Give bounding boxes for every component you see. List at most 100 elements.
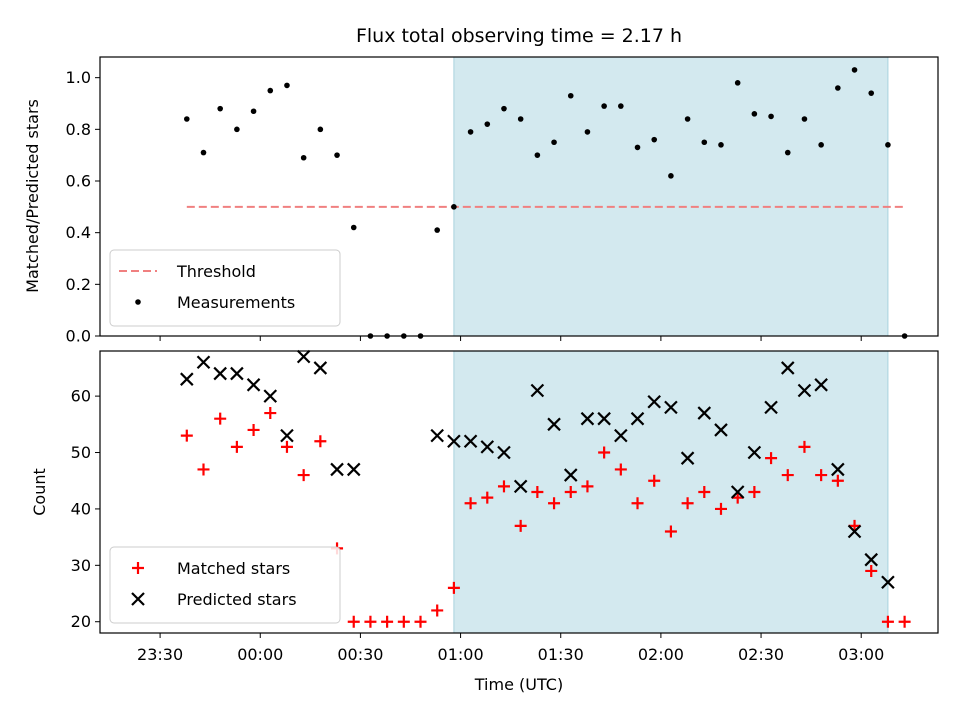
series-0-point [634,144,641,151]
series-0-point [701,139,708,146]
series-0-point [584,129,591,135]
series-0-point [217,105,223,112]
series-0-point [280,440,293,453]
series-1-point [797,383,812,398]
series-0-point [881,615,894,628]
series-1-point [530,383,545,398]
series-0-point [534,152,541,158]
legend-box [109,546,341,624]
series-0-point [501,105,507,112]
series-1-point [680,451,695,465]
y-tick-label: 0.8 [66,120,91,139]
series-0-point [765,452,778,465]
series-0-point [818,142,824,148]
y-tick-label: 40 [71,499,91,518]
series-0-point [317,126,324,133]
series-0-point [548,497,561,510]
series-0-point [851,67,858,73]
series-1-point [764,400,778,415]
series-1-point [513,479,528,494]
series-0-point [484,121,491,127]
series-0-point [618,103,624,109]
series-0-point [648,474,661,487]
series-0-point [714,502,727,515]
chart-title: Flux total observing time = 2.17 h [356,25,682,47]
x-tick-label: 01:30 [538,645,584,664]
series-1-point [597,411,611,426]
series-0-point [517,116,524,122]
series-0-point [664,525,677,538]
x-tick-label: 01:00 [438,645,484,664]
series-1-point [480,440,495,454]
series-0-point [598,446,611,459]
series-1-point [430,428,444,443]
legend-label: Predicted stars [177,590,297,609]
series-1-point [296,349,311,364]
series-0-point [397,615,410,628]
series-0-point [801,116,808,122]
series-1-point [263,389,278,403]
series-1-point [313,361,328,375]
series-0-point [831,474,844,487]
x-axis-label: Time (UTC) [474,675,563,694]
series-0-point [567,92,574,99]
series-0-point [184,116,190,122]
series-1-point [664,400,678,415]
y-tick-label: 0.2 [66,275,91,294]
y-tick-label: 0.6 [66,172,91,191]
series-1-point [831,462,845,477]
series-0-point [200,149,207,156]
series-0-point [364,615,377,628]
series-1-point [330,462,344,477]
series-0-point [885,142,891,148]
series-0-point [898,615,911,628]
bottom-panel: 20 30 40 50 60 23:30 00:00 00:30 01:00 01:30 02:00… [71,349,939,664]
series-1-point [463,434,478,449]
series-1-point [714,423,728,437]
y-tick-label: 0.0 [66,327,91,346]
series-0-point [698,486,711,498]
series-0-point [868,90,875,96]
series-1-point [230,366,244,381]
series-0-point [334,152,340,158]
series-1-point [697,406,712,420]
y-tick-label: 30 [71,556,91,575]
series-0-point [848,519,861,532]
legend-box [109,249,341,327]
series-1-point [847,524,862,539]
series-1-point [881,575,895,590]
series-1-point [447,434,461,449]
series-0-point [684,116,691,122]
x-tick-label: 00:00 [237,645,283,664]
series-0-point [815,469,828,482]
series-1-point [780,361,795,375]
series-1-point [814,378,828,392]
series-1-point [213,366,227,381]
series-0-point [835,85,841,91]
legend-marker [131,592,145,606]
series-1-point [747,445,762,460]
top-panel: 0.0 0.2 0.4 0.6 0.8 1.0 Threshold Measurements [66,56,939,346]
x-tick-label: 23:30 [137,645,183,664]
series-0-point [564,486,577,498]
series-0-point [531,486,544,498]
series-0-point [431,604,444,617]
series-0-point [267,87,274,94]
series-1-point [547,417,561,432]
series-0-point [865,564,878,577]
legend: Threshold Measurements [109,249,341,327]
x-tick-label: 03:00 [838,645,884,664]
series-0-point [751,111,758,117]
series-1-point [614,428,628,443]
series-0-point [350,224,357,231]
legend-marker [132,562,144,574]
legend: Matched stars Predicted stars [109,546,341,624]
series-0-point [197,463,210,476]
series-0-point [464,497,477,510]
y-tick-label: 20 [71,612,91,631]
series-0-point [381,615,394,628]
plot-frame [99,350,939,634]
x-tick-label: 00:30 [337,645,383,664]
series-0-point [214,412,227,425]
series-0-point [451,204,457,210]
